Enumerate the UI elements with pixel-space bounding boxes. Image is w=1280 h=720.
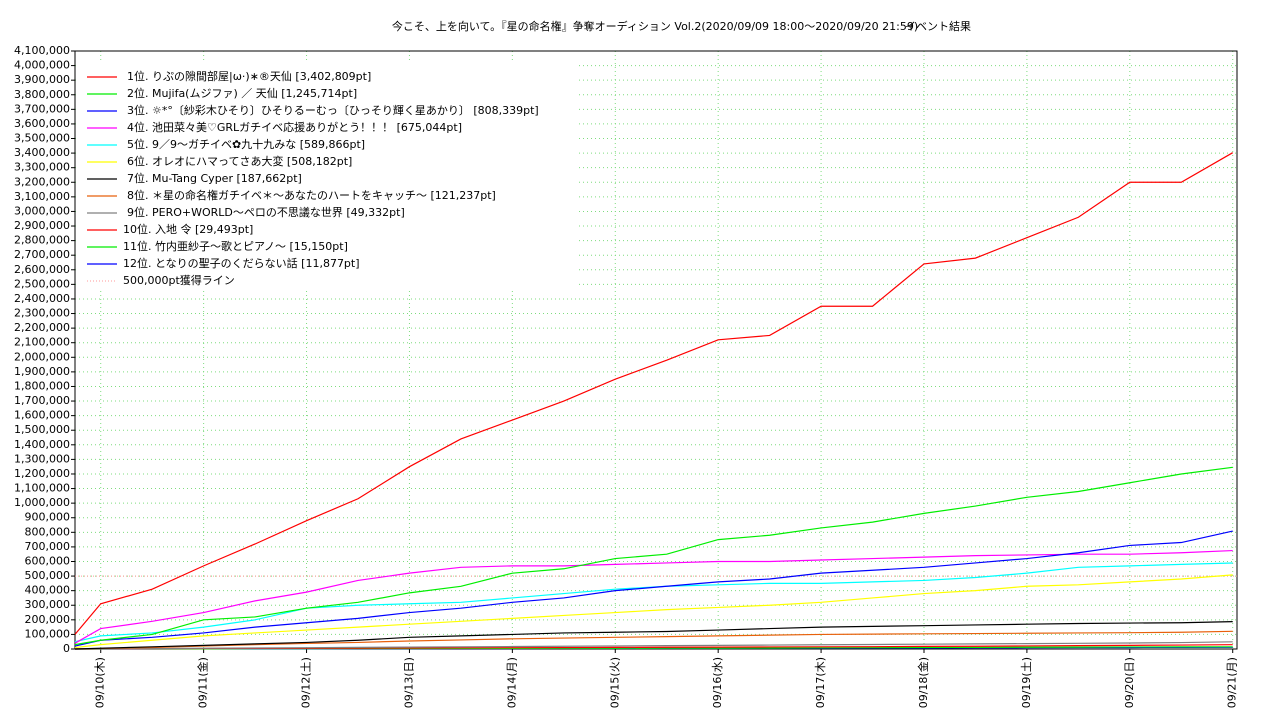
legend-label: 4位. 池田菜々美♡GRLガチイベ応援ありがとう！！！ [675,044pt] [127,120,462,134]
y-tick-label: 800,000 [25,525,71,538]
y-tick-label: 2,100,000 [14,336,70,349]
y-tick-label: 2,300,000 [14,307,70,320]
series-line [74,466,1233,646]
y-tick-label: 1,900,000 [14,365,70,378]
y-tick-label: 1,100,000 [14,482,70,495]
x-tick-label: 09/19(土) [1020,657,1033,708]
legend-label: 500,000pt獲得ライン [123,274,235,287]
legend: 1位. りぷの隙間部屋|ω·)∗®天仙 [3,402,809pt] 2位. Muj… [79,62,579,289]
legend-label: 5位. 9／9〜ガチイベ✿九十九みな [589,866pt] [127,137,365,151]
chart-subtitle: イベント結果 [905,19,971,33]
series-line [74,621,1233,650]
y-tick-label: 1,400,000 [14,438,70,451]
x-tick-label: 09/11(金) [196,657,210,708]
legend-box [79,62,579,289]
legend-label: 3位. ☼*°〔紗彩木ひそり〕ひそりるーむっ〔ひっそり輝く星あかり〕 [808,… [127,103,539,117]
y-tick-label: 400,000 [25,584,71,597]
y-tick-label: 2,500,000 [14,277,70,290]
y-tick-label: 0 [63,642,70,655]
series-line [74,641,1233,650]
x-tick-label: 09/10(木) [94,657,107,708]
x-tick-label: 09/17(木) [814,657,827,708]
x-tick-label: 09/18(金) [916,657,930,708]
y-tick-label: 3,300,000 [14,161,70,174]
series-line [74,630,1233,650]
y-tick-label: 3,000,000 [14,204,70,217]
y-tick-label: 2,400,000 [14,292,70,305]
y-tick-label: 300,000 [25,598,71,611]
series-line [74,574,1233,649]
y-tick-label: 3,400,000 [14,146,70,159]
legend-label: 1位. りぷの隙間部屋|ω·)∗®天仙 [3,402,809pt] [127,69,371,83]
x-tick-label: 09/15(火) [608,657,621,708]
legend-label: 10位. 入地 令 [29,493pt] [123,222,253,236]
y-tick-label: 1,600,000 [14,409,70,422]
x-tick-label: 09/12(土) [300,657,313,708]
y-tick-label: 1,500,000 [14,423,70,436]
y-tick-label: 1,700,000 [14,394,70,407]
x-tick-label: 09/20(日) [1123,657,1136,708]
y-tick-label: 900,000 [25,511,71,524]
series-line [74,549,1233,644]
y-tick-label: 1,800,000 [14,379,70,392]
y-tick-label: 2,700,000 [14,248,70,261]
legend-label: 8位. ＊星の命名権ガチイベ＊〜あなたのハートをキャッチ〜 [121,237pt… [127,188,496,202]
x-tick-label: 09/13(日) [402,657,415,708]
y-tick-label: 4,100,000 [14,44,70,57]
y-tick-label: 1,000,000 [14,496,70,509]
y-tick-label: 2,800,000 [14,234,70,247]
y-tick-label: 1,200,000 [14,467,70,480]
x-tick-label: 09/21(月) [1226,657,1239,708]
legend-label: 7位. Mu-Tang Cyper [187,662pt] [127,171,302,185]
y-tick-label: 3,800,000 [14,88,70,101]
x-tick-label: 09/16(水) [711,657,724,708]
y-tick-label: 200,000 [25,613,71,626]
y-tick-label: 2,900,000 [14,219,70,232]
y-tick-label: 2,000,000 [14,350,70,363]
y-tick-label: 2,200,000 [14,321,70,334]
y-tick-label: 1,300,000 [14,452,70,465]
y-tick-label: 2,600,000 [14,263,70,276]
series-line [74,562,1233,643]
y-tick-label: 3,600,000 [14,117,70,130]
chart-title: 今こそ、上を向いて。『星の命名権』争奪オーディション Vol.2(2020/09… [392,19,918,33]
y-tick-label: 3,500,000 [14,132,70,145]
legend-label: 6位. オレオにハマってさあ大変 [508,182pt] [127,154,352,168]
y-tick-label: 3,700,000 [14,102,70,115]
series-line [74,530,1233,647]
y-tick-label: 500,000 [25,569,71,582]
y-tick-label: 600,000 [25,554,71,567]
legend-label: 9位. PERO+WORLD〜ペロの不思議な世界 [49,332pt] [127,205,405,219]
y-tick-label: 3,100,000 [14,190,70,203]
series-line [74,152,1234,635]
y-tick-label: 3,200,000 [14,175,70,188]
y-tick-label: 700,000 [25,540,71,553]
x-tick-label: 09/14(月) [505,657,518,708]
legend-label: 2位. Mujifa(ムジファ) ／ 天仙 [1,245,714pt] [127,86,357,100]
plot-frame [74,50,1238,650]
legend-label: 12位. となりの聖子のくだらない話 [11,877pt] [123,256,360,270]
legend-label: 11位. 竹内亜紗子〜歌とピアノ〜 [15,150pt] [123,239,348,253]
y-tick-label: 3,900,000 [14,73,70,86]
y-tick-label: 4,000,000 [14,59,70,72]
y-tick-label: 100,000 [25,627,71,640]
